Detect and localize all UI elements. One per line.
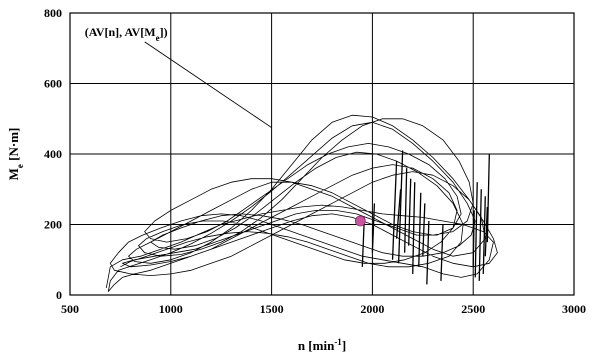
y-tick-label: 800 <box>44 6 62 20</box>
trace-spike <box>395 189 402 239</box>
trace-spike <box>482 196 486 274</box>
trace-spike <box>371 203 376 253</box>
x-tick-label: 2000 <box>360 302 384 316</box>
trace-spike <box>440 224 444 281</box>
x-tick-label: 1000 <box>159 302 183 316</box>
annotation-label: (AV[n], AV[Me]) <box>85 25 168 43</box>
axis-labels: n [min-1] Me [N·m] <box>6 128 346 353</box>
annotation-text: ]) <box>160 25 168 39</box>
annotation-text: (AV[n], AV[M <box>85 25 156 39</box>
trace-spike <box>472 210 475 267</box>
trace-spike <box>408 178 412 246</box>
x-axis-label-sup: -1 <box>334 337 342 347</box>
annotation-subscript: e <box>156 33 160 43</box>
trace-spike <box>404 168 408 253</box>
trace-spike <box>391 161 398 260</box>
trace-spike <box>361 217 365 267</box>
trace-spike <box>426 220 430 285</box>
trace-spike <box>418 192 422 267</box>
trace-spike <box>486 153 490 243</box>
operating-trace <box>105 114 498 292</box>
trace-spike <box>422 203 426 257</box>
trace-spike <box>478 189 482 281</box>
plot-frame <box>69 12 575 296</box>
y-tick-label: 0 <box>56 288 62 302</box>
x-axis-label: n [min-1] <box>298 337 346 353</box>
plot-area <box>105 114 498 292</box>
y-tick-label: 400 <box>44 147 62 161</box>
x-axis-label-main: n [min <box>298 338 335 353</box>
annotation: (AV[n], AV[Me]) <box>85 25 272 128</box>
x-tick-label: 2500 <box>461 302 485 316</box>
trace-spike <box>474 182 478 278</box>
trace-spike <box>397 150 404 264</box>
y-tick-label: 600 <box>44 77 62 91</box>
y-axis-label-end: [N·m] <box>6 128 21 164</box>
x-tick-label: 1500 <box>260 302 284 316</box>
average-point <box>354 215 366 227</box>
y-axis-label-sub: e <box>15 164 25 168</box>
x-axis-label-end: ] <box>342 338 346 353</box>
y-axis-label: Me [N·m] <box>6 128 25 181</box>
x-tick-label: 3000 <box>562 302 586 316</box>
y-axis-label-main: M <box>6 168 21 180</box>
grid <box>69 12 575 296</box>
trace-spike <box>484 206 488 257</box>
axis-ticks: 500 1000 1500 2000 2500 3000 0 200 400 600 800 <box>44 6 586 316</box>
trace-spike <box>412 182 416 274</box>
annotation-leader <box>144 41 272 128</box>
y-tick-label: 200 <box>44 218 62 232</box>
x-tick-label: 500 <box>61 302 79 316</box>
